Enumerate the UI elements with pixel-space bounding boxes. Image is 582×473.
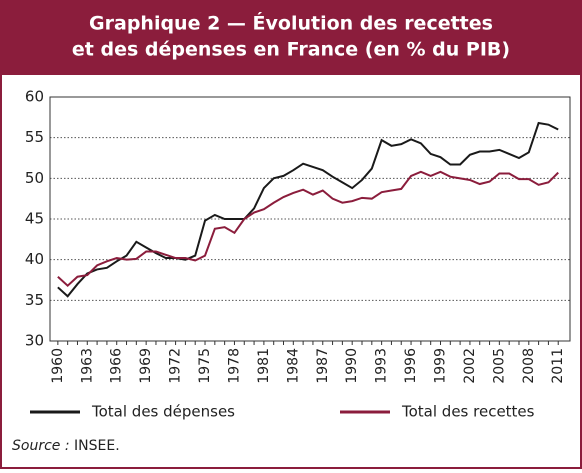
legend-label: Total des recettes: [401, 403, 535, 421]
chart-title: et des dépenses en France (en % du PIB): [72, 39, 510, 61]
x-tick-label: 2008: [521, 348, 537, 384]
x-tick-label: 1966: [109, 348, 125, 384]
plot-frame: [49, 96, 571, 342]
x-tick-label: 1978: [226, 348, 242, 384]
x-tick-label: 1963: [79, 348, 95, 384]
y-tick-label: 40: [25, 250, 44, 268]
source-label: Source :: [12, 438, 70, 454]
x-tick-label: 1975: [197, 348, 213, 384]
series-line: [57, 121, 559, 298]
source: Source : INSEE.: [12, 438, 120, 454]
x-tick-label: 1987: [315, 348, 331, 384]
y-tick-label: 55: [25, 128, 44, 146]
x-tick-label: 1981: [256, 348, 272, 384]
source-text: INSEE.: [74, 438, 120, 454]
y-tick-label: 30: [25, 332, 44, 350]
x-tick-label: 1984: [285, 348, 301, 384]
x-tick-label: 2011: [550, 348, 566, 384]
x-tick-label: 1969: [138, 348, 154, 384]
x-tick-label: 1996: [403, 348, 419, 384]
x-tick-label: 2002: [462, 348, 478, 384]
chart-title: Graphique 2 — Évolution des recettes: [89, 12, 493, 35]
y-tick-label: 45: [25, 210, 44, 228]
x-tick-label: 1960: [50, 348, 66, 384]
y-tick-label: 60: [25, 88, 44, 106]
series-line: [57, 170, 559, 288]
legend-label: Total des dépenses: [91, 403, 235, 421]
x-tick-label: 1993: [374, 348, 390, 384]
y-tick-label: 50: [25, 169, 44, 187]
x-tick-label: 1972: [168, 348, 184, 384]
y-tick-label: 35: [25, 291, 44, 309]
x-tick-label: 1990: [344, 348, 360, 384]
x-tick-label: 1999: [432, 348, 448, 384]
header: [1, 1, 581, 75]
x-tick-label: 2005: [491, 348, 507, 384]
